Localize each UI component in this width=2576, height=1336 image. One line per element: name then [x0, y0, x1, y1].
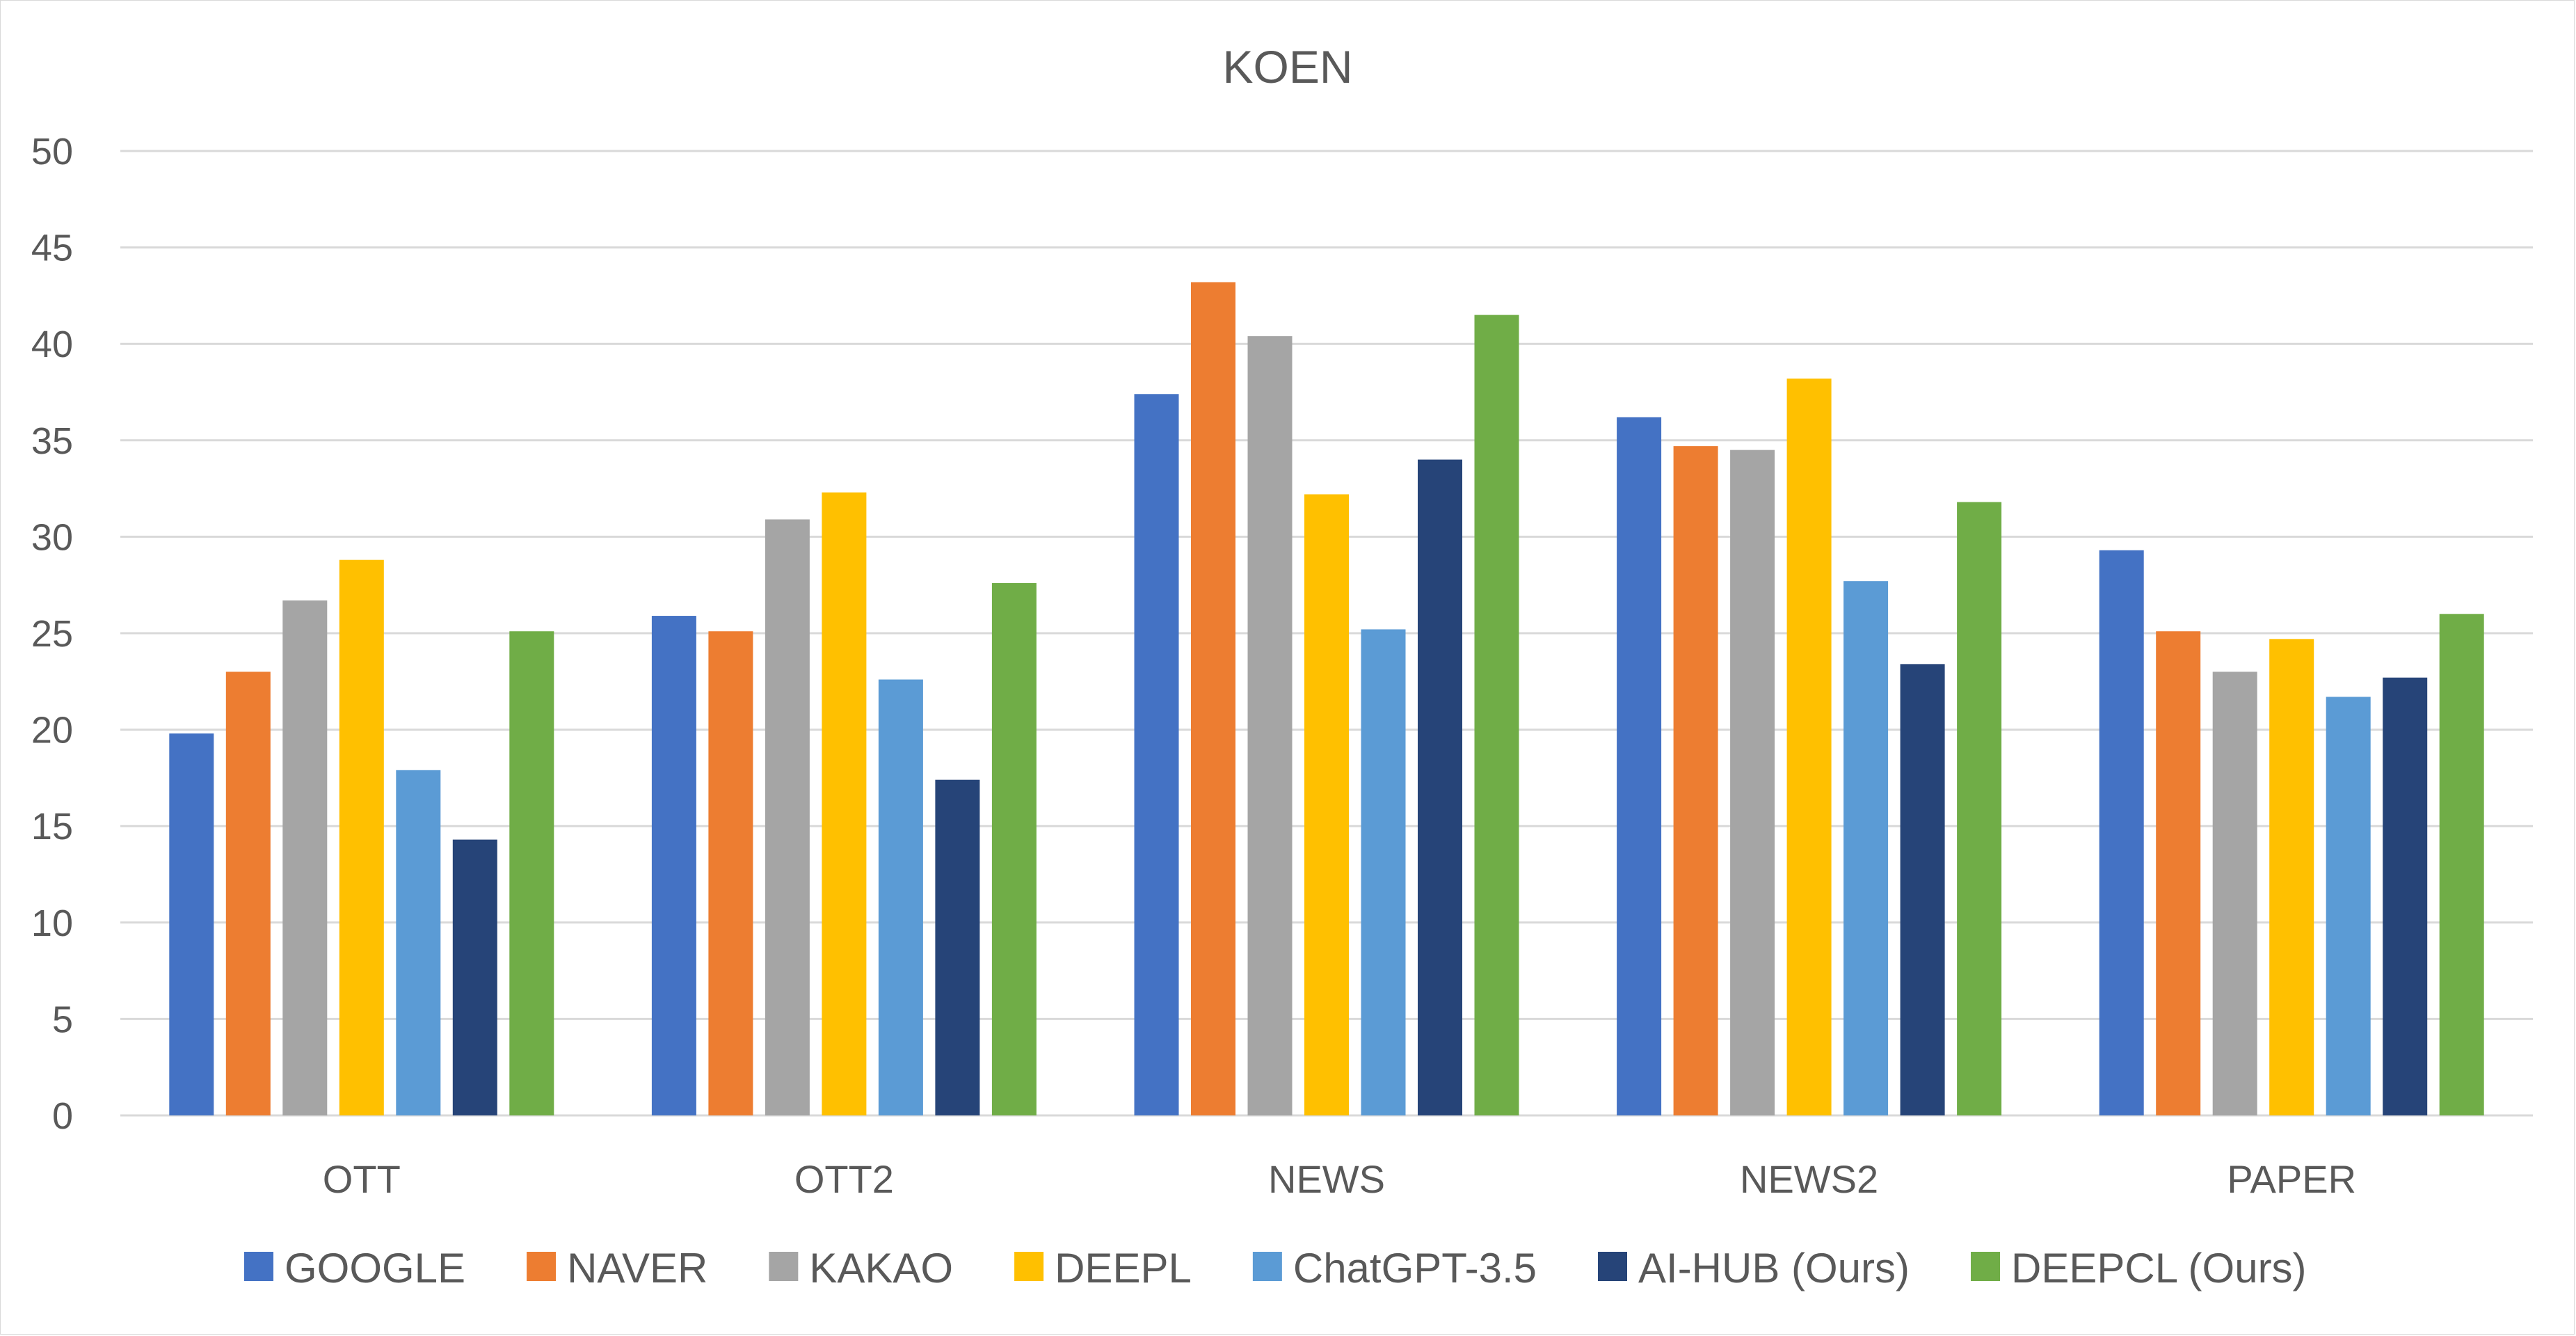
legend-item: ChatGPT-3.5	[1252, 1245, 1537, 1291]
bar	[1361, 629, 1406, 1115]
y-axis-ticks: 0 5 10 15 20 25 30 35 40 45 50	[31, 131, 73, 1137]
legend-label: NAVER	[567, 1245, 707, 1291]
legend-swatch	[1971, 1252, 2001, 1281]
x-category-label: OTT2	[794, 1157, 894, 1201]
legend-item: DEEPCL (Ours)	[1971, 1245, 2307, 1291]
bar	[2156, 631, 2201, 1115]
x-axis-categories: OTT OTT2 NEWS NEWS2 PAPER	[323, 1157, 2356, 1201]
x-category-label: PAPER	[2227, 1157, 2356, 1201]
bar	[1418, 459, 1462, 1115]
bar	[1617, 417, 1662, 1115]
bar	[2269, 639, 2314, 1115]
bar	[1247, 336, 1293, 1115]
bar	[1304, 494, 1349, 1115]
y-tick-label: 10	[31, 902, 73, 944]
y-tick-label: 20	[31, 710, 73, 752]
bar	[1957, 502, 2002, 1115]
legend-label: KAKAO	[809, 1245, 953, 1291]
legend-swatch	[769, 1252, 799, 1281]
y-tick-label: 5	[52, 999, 73, 1040]
x-category-label: NEWS	[1268, 1157, 1385, 1201]
bar	[651, 616, 696, 1115]
bar	[452, 839, 497, 1115]
bar	[878, 679, 923, 1115]
y-tick-label: 25	[31, 613, 73, 655]
bar	[1786, 379, 1832, 1116]
bar	[509, 631, 554, 1115]
legend-label: DEEPL	[1055, 1245, 1192, 1291]
bar	[1673, 446, 1718, 1115]
bar	[2439, 614, 2484, 1115]
bar	[2099, 550, 2144, 1115]
bar	[935, 779, 980, 1115]
bar	[339, 559, 384, 1115]
y-tick-label: 35	[31, 420, 73, 462]
y-tick-label: 40	[31, 324, 73, 365]
y-tick-label: 50	[31, 131, 73, 173]
chart-title: KOEN	[1222, 41, 1352, 93]
bar	[1191, 282, 1235, 1116]
bar	[169, 733, 214, 1115]
bar	[2383, 677, 2428, 1115]
legend-swatch	[244, 1252, 273, 1281]
legend-item: KAKAO	[769, 1245, 953, 1291]
legend-item: AI-HUB (Ours)	[1598, 1245, 1910, 1291]
legend-item: GOOGLE	[244, 1245, 465, 1291]
bar	[765, 519, 810, 1115]
legend-item: NAVER	[527, 1245, 707, 1291]
bar	[1474, 315, 1519, 1115]
bars	[169, 282, 2484, 1116]
bar	[1134, 394, 1179, 1115]
bar	[1900, 664, 1945, 1115]
bar	[2212, 671, 2257, 1115]
y-tick-label: 15	[31, 806, 73, 848]
legend-swatch	[527, 1252, 557, 1281]
bar	[822, 492, 867, 1115]
x-category-label: NEWS2	[1740, 1157, 1878, 1201]
y-tick-label: 30	[31, 516, 73, 558]
legend-swatch	[1014, 1252, 1044, 1281]
bar	[1843, 581, 1889, 1115]
bar	[991, 582, 1037, 1115]
legend-swatch	[1598, 1252, 1628, 1281]
legend-label: GOOGLE	[285, 1245, 465, 1291]
legend-item: DEEPL	[1014, 1245, 1192, 1291]
legend-label: DEEPCL (Ours)	[2011, 1245, 2307, 1291]
x-category-label: OTT	[323, 1157, 401, 1201]
legend-label: ChatGPT-3.5	[1293, 1245, 1537, 1291]
bar	[282, 600, 328, 1115]
y-tick-label: 45	[31, 228, 73, 269]
y-tick-label: 0	[52, 1095, 73, 1137]
legend: GOOGLE NAVER KAKAO DEEPL ChatGPT-3.5 AI-HUB (…	[244, 1245, 2307, 1291]
bar	[708, 631, 753, 1115]
bar	[225, 671, 271, 1115]
bar	[1730, 450, 1775, 1115]
legend-label: AI-HUB (Ours)	[1638, 1245, 1910, 1291]
legend-swatch	[1252, 1252, 1282, 1281]
bar	[396, 770, 441, 1115]
bar	[2326, 697, 2371, 1115]
